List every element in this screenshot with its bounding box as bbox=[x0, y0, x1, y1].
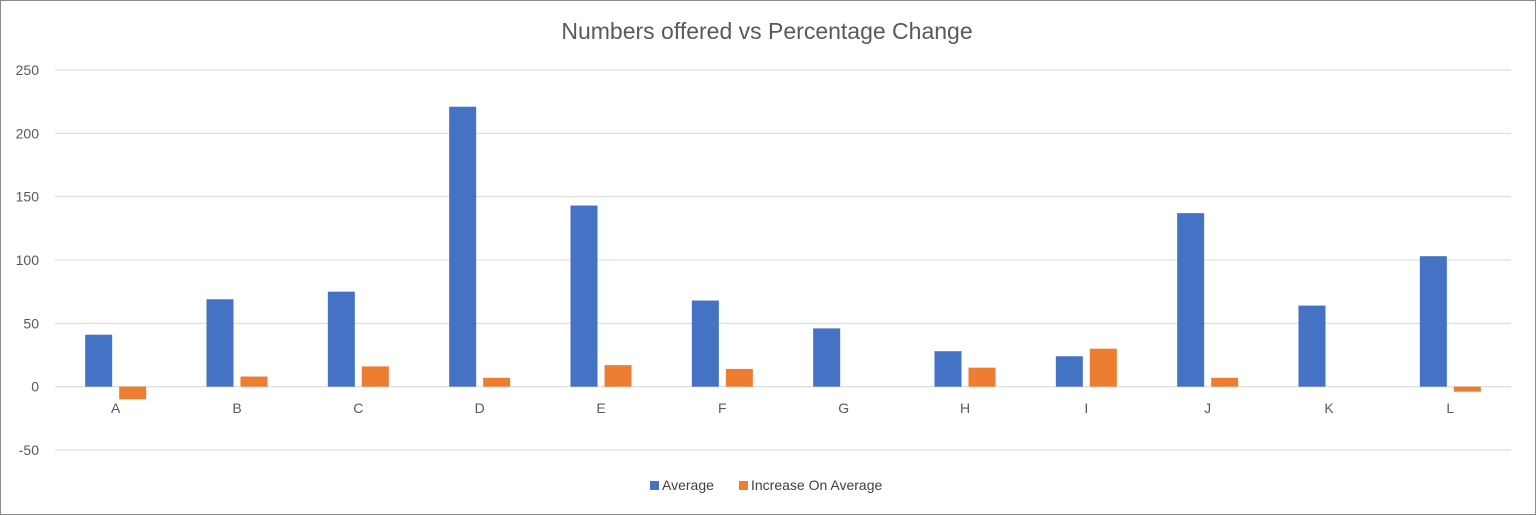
y-tick-label: 50 bbox=[23, 315, 39, 331]
legend-swatch-2 bbox=[739, 481, 748, 490]
y-tick-label: 200 bbox=[16, 125, 40, 141]
bar-f-series-2 bbox=[725, 368, 753, 387]
x-tick-label: D bbox=[475, 400, 485, 416]
bar-h-series-1 bbox=[934, 351, 962, 387]
bar-c-series-2 bbox=[361, 366, 389, 387]
x-tick-label: K bbox=[1324, 400, 1334, 416]
axes: -50 0 50 100 150 200 250 A B C D E F G H I J K L bbox=[16, 62, 1511, 458]
bars bbox=[85, 106, 1481, 400]
x-tick-label: C bbox=[353, 400, 363, 416]
bar-l-series-2 bbox=[1453, 386, 1481, 392]
bar-c-series-1 bbox=[327, 291, 355, 387]
legend-label-1: Average bbox=[662, 477, 714, 493]
x-tick-label: G bbox=[838, 400, 849, 416]
bar-a-series-1 bbox=[85, 334, 113, 387]
bar-l-series-1 bbox=[1419, 256, 1447, 387]
chart-title: Numbers offered vs Percentage Change bbox=[561, 18, 972, 44]
bar-a-series-2 bbox=[119, 386, 147, 400]
bar-d-series-1 bbox=[449, 106, 477, 387]
x-tick-label: L bbox=[1446, 400, 1454, 416]
legend: Average Increase On Average bbox=[650, 477, 882, 493]
bar-f-series-1 bbox=[691, 300, 719, 387]
y-tick-label: 250 bbox=[16, 62, 40, 78]
legend-swatch-1 bbox=[650, 481, 659, 490]
x-tick-label: A bbox=[111, 400, 121, 416]
legend-label-2: Increase On Average bbox=[751, 477, 882, 493]
bar-d-series-2 bbox=[483, 377, 511, 387]
x-tick-label: F bbox=[718, 400, 727, 416]
bar-j-series-2 bbox=[1211, 377, 1239, 387]
bar-e-series-1 bbox=[570, 205, 598, 387]
x-tick-label: E bbox=[596, 400, 605, 416]
y-tick-label: 100 bbox=[16, 252, 40, 268]
bar-b-series-1 bbox=[206, 299, 234, 387]
x-tick-label: B bbox=[232, 400, 241, 416]
y-tick-label: 150 bbox=[16, 189, 40, 205]
bar-i-series-1 bbox=[1055, 356, 1083, 387]
gridlines bbox=[55, 69, 1511, 451]
bar-h-series-2 bbox=[968, 367, 996, 387]
y-tick-label: -50 bbox=[19, 442, 39, 458]
y-tick-label: 0 bbox=[31, 379, 39, 395]
bar-j-series-1 bbox=[1177, 213, 1205, 387]
bar-e-series-2 bbox=[604, 365, 632, 387]
x-tick-label: I bbox=[1084, 400, 1088, 416]
bar-b-series-2 bbox=[240, 376, 268, 387]
bar-i-series-2 bbox=[1089, 348, 1117, 387]
bar-g-series-1 bbox=[813, 328, 841, 387]
bar-k-series-1 bbox=[1298, 305, 1326, 387]
x-tick-label: J bbox=[1204, 400, 1211, 416]
x-tick-label: H bbox=[960, 400, 970, 416]
